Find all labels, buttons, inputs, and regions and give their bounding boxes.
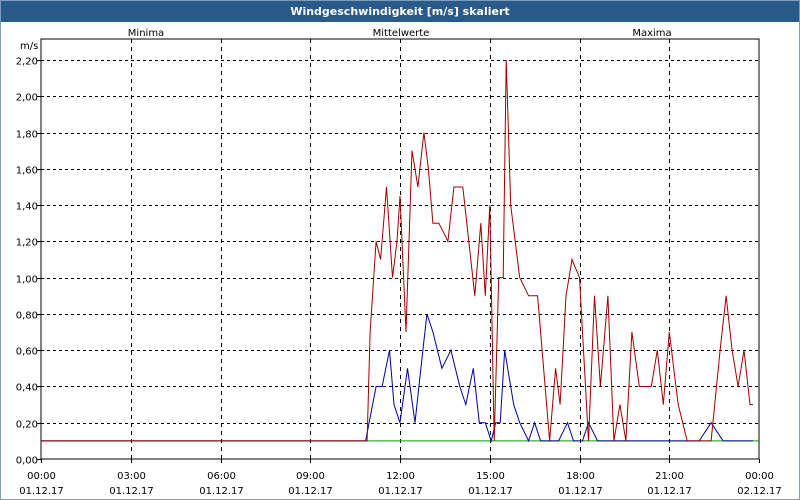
series-line-mittelwerte	[41, 313, 753, 443]
series-line-maxima	[41, 59, 753, 442]
y-tick-label: 2,00	[16, 93, 38, 104]
x-tick-date-label: 01.12.17	[109, 486, 154, 497]
x-axis-ticks: 00:00 01.12.17 03:00 01.12.17 06:00 01.12.17 0…	[19, 459, 782, 497]
y-tick-label: 1,60	[16, 166, 38, 177]
x-tick-date-label: 02.12.17	[737, 486, 782, 497]
chart-series	[41, 59, 759, 443]
y-tick-label: 2,20	[16, 57, 38, 68]
y-tick-label: 1,20	[16, 238, 38, 249]
x-tick-date-label: 01.12.17	[288, 486, 333, 497]
legend-maxima: Maxima	[632, 28, 671, 39]
y-tick-label: 0,80	[16, 311, 38, 322]
x-tick-date-label: 01.12.17	[558, 486, 603, 497]
x-tick-time-label: 03:00	[117, 471, 146, 482]
x-tick-time-label: 21:00	[655, 471, 684, 482]
x-tick-time-label: 06:00	[207, 471, 236, 482]
x-tick-time-label: 18:00	[566, 471, 595, 482]
chart-grid	[40, 38, 760, 460]
x-tick-time-label: 15:00	[476, 471, 505, 482]
legend-mittelwerte: Mittelwerte	[373, 28, 430, 39]
x-tick-date-label: 01.12.17	[19, 486, 64, 497]
x-tick-time-label: 00:00	[745, 471, 774, 482]
x-tick-time-label: 00:00	[27, 471, 56, 482]
legend-minima: Minima	[128, 28, 164, 39]
y-tick-label: 0,60	[16, 347, 38, 358]
x-tick-date-label: 01.12.17	[647, 486, 692, 497]
x-tick-date-label: 01.12.17	[199, 486, 244, 497]
y-tick-label: 0,20	[16, 420, 38, 431]
x-tick-date-label: 01.12.17	[468, 486, 513, 497]
y-tick-label: 1,00	[16, 275, 38, 286]
y-tick-label: 1,80	[16, 130, 38, 141]
y-axis-unit-label: m/s	[20, 41, 38, 52]
x-tick-time-label: 09:00	[296, 471, 325, 482]
y-tick-label: 0,00	[16, 456, 38, 467]
y-tick-label: 1,40	[16, 202, 38, 213]
y-axis-ticks: 0,00 0,20 0,40 0,60 0,80 1,00 1,20 1,40 1,60 1,80…	[16, 57, 41, 467]
y-tick-label: 0,40	[16, 383, 38, 394]
x-tick-time-label: 12:00	[386, 471, 415, 482]
x-tick-date-label: 01.12.17	[378, 486, 423, 497]
window-title: Windgeschwindigkeit [m/s] skaliert	[1, 1, 799, 22]
